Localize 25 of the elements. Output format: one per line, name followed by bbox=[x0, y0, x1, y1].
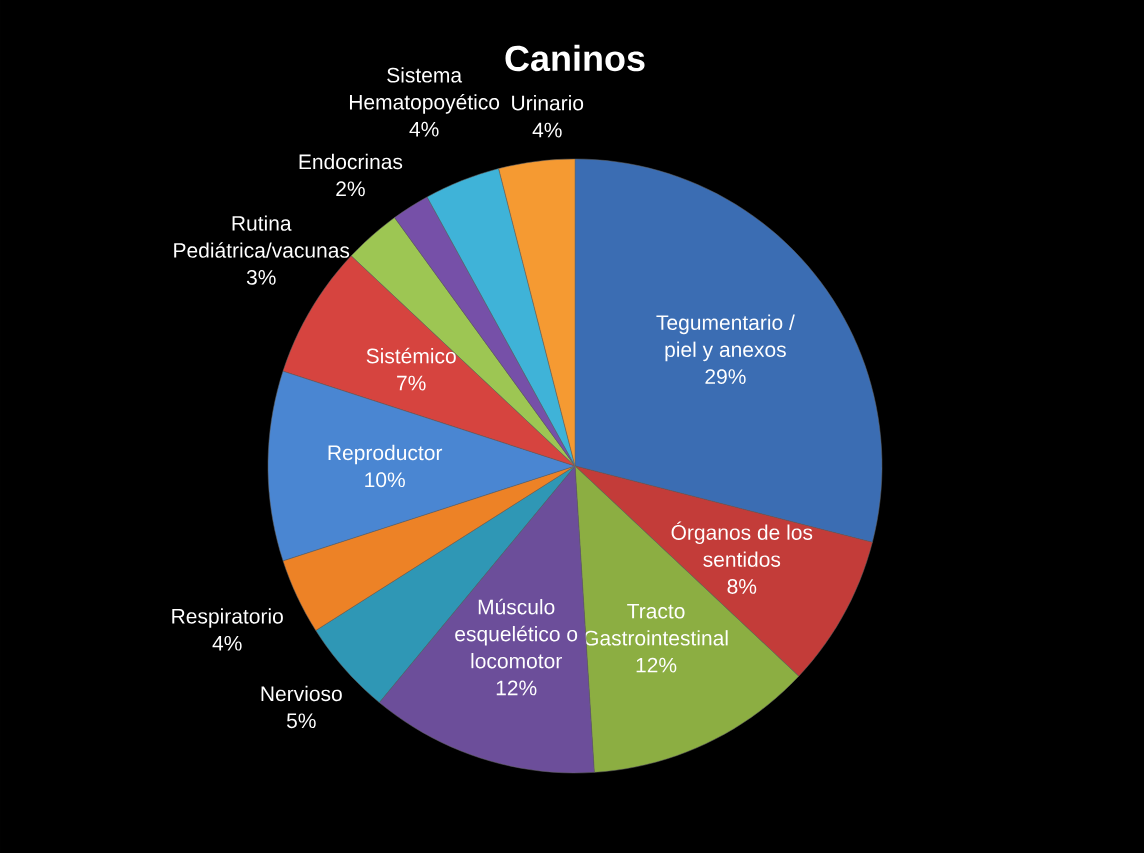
data-label: 12% bbox=[496, 680, 537, 696]
data-label: 4% bbox=[409, 121, 439, 137]
slice-label: Nervioso bbox=[261, 685, 342, 702]
data-label: 5% bbox=[286, 713, 316, 729]
chart-title: Caninos bbox=[505, 44, 645, 72]
slice-label: Urinario bbox=[512, 95, 584, 111]
slice-label: Reproductor bbox=[328, 444, 443, 465]
slice-label: Rutina Pediátrica/vacunas bbox=[174, 215, 350, 258]
data-label: 7% bbox=[397, 375, 426, 391]
data-label: 2% bbox=[336, 181, 365, 197]
slice-label: Órganos de los sentidos bbox=[671, 521, 813, 567]
data-label: 8% bbox=[727, 579, 757, 594]
slice-label: Músculo esquelético o locomotor bbox=[455, 598, 578, 669]
data-label: 4% bbox=[212, 635, 242, 651]
data-label: 4% bbox=[532, 122, 562, 138]
data-label: 10% bbox=[365, 472, 405, 488]
slice-label: Endocrinas bbox=[299, 153, 403, 170]
slice-label: Sistema Hematopoyético bbox=[349, 67, 500, 114]
data-label: 29% bbox=[705, 369, 746, 385]
slice-label: Respiratorio bbox=[172, 608, 283, 628]
data-label: 3% bbox=[246, 269, 276, 285]
slice-label: Sistémico bbox=[366, 347, 456, 364]
data-label: 12% bbox=[636, 657, 677, 673]
slice-label: Tegumentario / piel y anexos bbox=[656, 314, 795, 362]
slice-label: Tracto Gastrointestinal bbox=[584, 603, 728, 646]
